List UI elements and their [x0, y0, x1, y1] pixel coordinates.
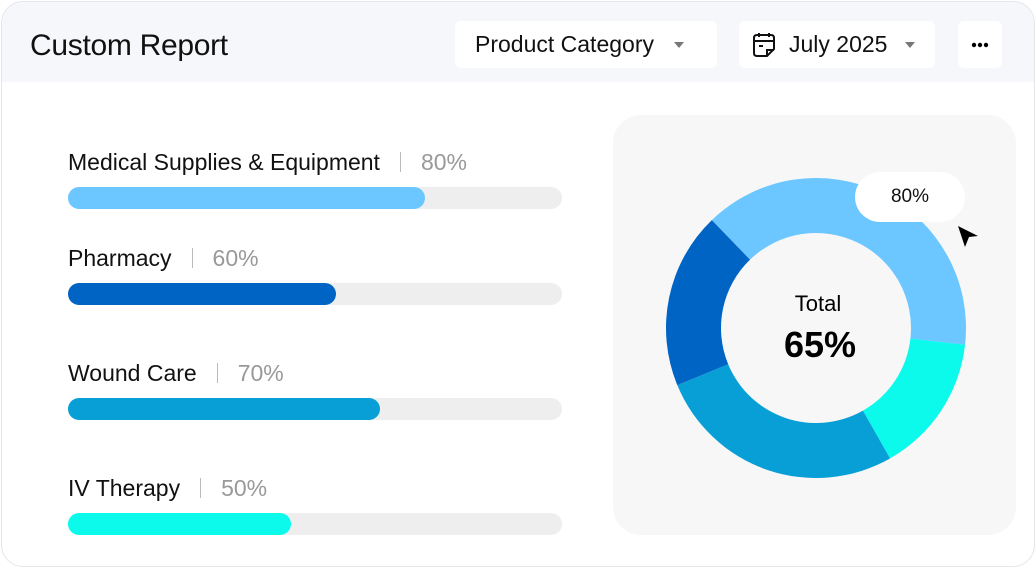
tooltip: 80% — [855, 172, 965, 222]
category-percent: 80% — [420, 148, 467, 175]
cursor-arrow-icon — [958, 226, 978, 247]
donut-segment[interactable] — [677, 364, 891, 479]
date-dropdown[interactable]: July 2025 — [739, 21, 935, 68]
category-name: Medical Supplies & Equipment — [68, 148, 380, 175]
category-name: Wound Care — [68, 359, 197, 386]
more-button[interactable] — [958, 21, 1002, 68]
progress-track — [68, 398, 562, 420]
header: Custom Report Product Category July 2025 — [2, 2, 1034, 82]
dropdown-label: Product Category — [475, 31, 654, 57]
progress-fill — [68, 398, 381, 420]
product-category-dropdown[interactable]: Product Category — [455, 21, 717, 68]
category-label-line: IV Therapy 50% — [68, 473, 562, 503]
chevron-down-icon — [673, 41, 684, 48]
more-horizontal-icon — [971, 42, 989, 47]
divider — [191, 248, 193, 268]
progress-fill — [68, 283, 336, 305]
divider — [399, 152, 401, 172]
donut-segment[interactable] — [862, 338, 966, 459]
category-label-line: Medical Supplies & Equipment 80% — [68, 147, 562, 177]
category-label-line: Wound Care 70% — [68, 358, 562, 388]
category-percent: 60% — [212, 244, 259, 271]
calendar-icon — [753, 32, 775, 57]
progress-track — [68, 283, 562, 305]
category-label-line: Pharmacy 60% — [68, 243, 562, 273]
category-row: IV Therapy 50% — [68, 473, 562, 535]
category-percent: 70% — [237, 359, 284, 386]
date-label: July 2025 — [789, 31, 888, 57]
page-title: Custom Report — [30, 29, 228, 62]
divider — [216, 363, 218, 383]
category-name: IV Therapy — [68, 474, 181, 501]
divider — [200, 478, 202, 498]
category-row: Medical Supplies & Equipment 80% — [68, 147, 562, 209]
progress-track — [68, 513, 562, 535]
donut-segment[interactable] — [666, 220, 751, 386]
chevron-down-icon — [905, 41, 916, 48]
progress-fill — [68, 513, 292, 535]
donut-center-label: Total — [795, 291, 841, 316]
progress-track — [68, 187, 562, 209]
category-row: Pharmacy 60% — [68, 243, 562, 305]
category-row: Wound Care 70% — [68, 358, 562, 420]
progress-fill — [68, 187, 425, 209]
category-name: Pharmacy — [68, 244, 172, 271]
category-percent: 50% — [221, 474, 268, 501]
donut-center-value: 65% — [784, 324, 856, 365]
